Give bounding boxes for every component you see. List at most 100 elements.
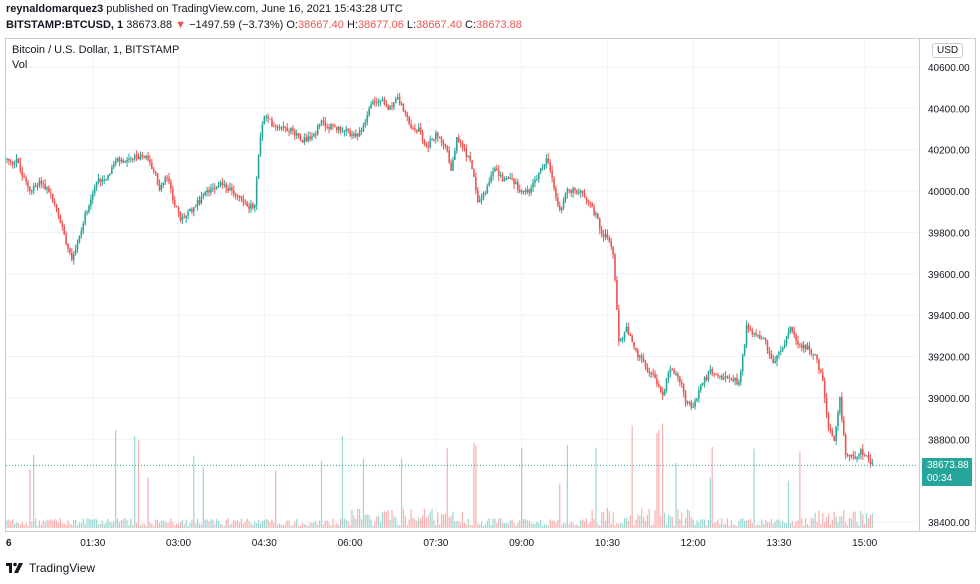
volume-bar: [383, 511, 385, 528]
publisher-name[interactable]: reynaldomarquez3: [6, 3, 104, 15]
candle-body: [646, 367, 649, 372]
volume-bar: [204, 519, 206, 528]
volume-bar: [124, 518, 126, 528]
volume-bar: [852, 511, 854, 528]
x-tick-label: 04:30: [252, 538, 277, 549]
candle-body: [820, 370, 822, 373]
currency-button[interactable]: USD: [932, 43, 964, 58]
last-price-tag-value: 38673.88: [927, 460, 969, 471]
volume-bar: [387, 509, 389, 528]
candle-body: [271, 119, 273, 127]
volume-bar: [866, 512, 868, 528]
candle-body: [698, 390, 700, 399]
volume-bar: [399, 525, 401, 528]
volume-bar: [259, 523, 262, 528]
volume-bar: [854, 511, 856, 528]
volume-bars: [6, 423, 873, 528]
volume-bar: [303, 524, 305, 528]
candle-body: [423, 140, 426, 144]
footer-brand[interactable]: TradingView: [6, 561, 95, 575]
chart-grid: [6, 40, 918, 530]
y-axis-ticks: 40600.00 40400.00 40200.00 40000.00 39800.00…: [928, 63, 970, 529]
volume-bar: [494, 518, 496, 528]
volume-bar: [675, 462, 677, 528]
volume-bar: [724, 523, 727, 528]
candle-body: [757, 335, 759, 337]
volume-bar: [115, 430, 117, 528]
candle-body: [393, 102, 395, 108]
candle-body: [863, 455, 866, 457]
volume-bar: [730, 520, 732, 528]
volume-bar: [200, 524, 203, 528]
volume-bar: [252, 525, 254, 528]
volume-bar: [692, 519, 694, 528]
candle-body: [213, 187, 216, 189]
x-tick-label: 07:30: [423, 538, 448, 549]
candle-body: [133, 155, 136, 160]
volume-bar: [353, 515, 355, 528]
volume-bar: [799, 451, 801, 528]
candle-body: [448, 150, 450, 163]
candle-body: [103, 179, 106, 181]
candle-body: [274, 126, 277, 128]
volume-bar: [837, 522, 839, 528]
volume-bar: [490, 524, 492, 528]
volume-bar: [829, 524, 831, 528]
candle-body: [801, 344, 803, 349]
candle-body: [707, 372, 710, 380]
candle-body: [629, 334, 632, 336]
candle-body: [608, 237, 611, 242]
volume-bar: [658, 429, 660, 528]
candle-body: [177, 207, 180, 213]
candle-body: [419, 127, 422, 132]
volume-bar: [378, 516, 380, 528]
candle-body: [278, 127, 281, 129]
volume-bar: [379, 522, 382, 528]
volume-bar: [503, 523, 506, 528]
candles: [6, 92, 874, 468]
candle-body: [686, 401, 689, 403]
x-tick-label: 12:00: [681, 538, 706, 549]
chart-pane[interactable]: [5, 38, 920, 532]
volume-bar: [871, 513, 873, 528]
volume-bar: [206, 519, 208, 528]
volume-bar: [237, 520, 239, 528]
candle-body: [53, 201, 56, 205]
price-axis[interactable]: [920, 38, 976, 532]
volume-bar: [806, 524, 809, 528]
candle-body: [131, 158, 134, 160]
candle-body: [536, 179, 538, 181]
candle-body: [44, 184, 46, 190]
candle-body: [623, 331, 626, 338]
volume-bar: [217, 520, 220, 528]
candle-body: [215, 186, 218, 189]
volume-bar: [341, 436, 344, 528]
volume-bar: [698, 522, 700, 528]
volume-bar: [166, 522, 168, 528]
volume-bar: [267, 519, 269, 528]
candle-body: [732, 378, 734, 381]
volume-bar: [92, 519, 94, 528]
volume-bar: [202, 467, 204, 528]
open-label: O:: [286, 19, 298, 31]
volume-bar: [418, 517, 420, 528]
volume-bar: [595, 447, 597, 528]
candle-body: [507, 178, 510, 180]
candle-body: [326, 126, 329, 128]
candle-body: [766, 340, 769, 351]
volume-bar: [275, 470, 277, 528]
volume-bar: [751, 523, 753, 528]
candle-body: [253, 205, 256, 208]
candle-body: [789, 326, 792, 333]
candle-body: [741, 354, 744, 372]
candle-body: [6, 159, 8, 161]
volume-bar: [27, 525, 29, 528]
volume-bar: [482, 525, 485, 528]
candle-body: [107, 174, 109, 180]
candle-body: [860, 449, 862, 455]
candle-body: [671, 369, 673, 371]
volume-bar: [841, 516, 843, 528]
candle-body: [95, 181, 98, 188]
volume-bar: [629, 515, 631, 528]
